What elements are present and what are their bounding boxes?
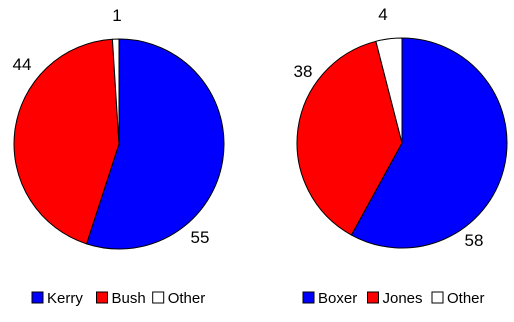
legend-swatch-boxer <box>303 292 314 303</box>
legend-swatch-other <box>432 292 443 303</box>
legend-swatch-kerry <box>32 292 43 303</box>
legend-swatch-jones <box>368 292 379 303</box>
legend-label-other: Other <box>168 290 206 307</box>
legend-label-boxer: Boxer <box>318 290 357 307</box>
legend-label-jones: Jones <box>383 290 423 307</box>
legend-swatch-other <box>153 292 164 303</box>
data-label-other: 4 <box>378 5 387 24</box>
data-label-boxer: 58 <box>465 231 484 250</box>
legend-label-kerry: Kerry <box>47 290 83 307</box>
data-label-bush: 44 <box>13 55 32 74</box>
boxer-jones-pie-chart: 58 38 4 Boxer Jones Other <box>294 5 507 307</box>
data-label-jones: 38 <box>294 62 313 81</box>
legend-label-bush: Bush <box>112 290 146 307</box>
kerry-bush-pie-chart: 55 44 1 Kerry Bush Other <box>13 6 224 307</box>
data-label-other: 1 <box>112 6 121 25</box>
data-label-kerry: 55 <box>191 228 210 247</box>
legend-swatch-bush <box>97 292 108 303</box>
legend-label-other: Other <box>447 290 485 307</box>
